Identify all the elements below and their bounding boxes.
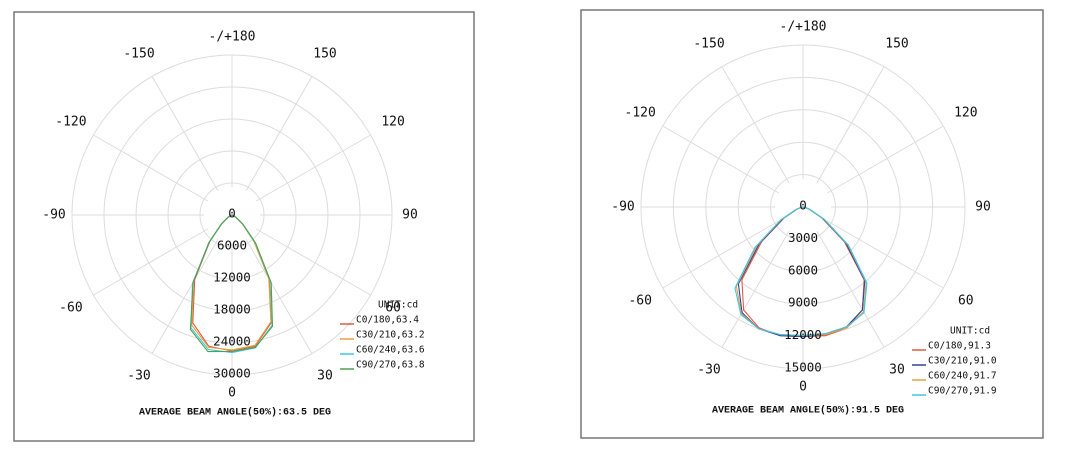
radial-tick-label: 3000 (788, 230, 818, 245)
angle-label: -60 (59, 301, 82, 316)
legend-label: C90/270,91.9 (928, 386, 997, 397)
legend-label: C60/240,91.7 (928, 371, 997, 382)
angle-label: -90 (42, 208, 65, 223)
angle-label: 60 (385, 301, 401, 316)
angle-label: -150 (693, 37, 724, 52)
grid-spoke (151, 76, 219, 192)
grid-spoke (816, 230, 885, 348)
angle-label: -/+180 (780, 20, 827, 35)
radial-tick-label: 24000 (213, 334, 251, 349)
angle-label: -90 (611, 200, 634, 215)
angle-label: -120 (55, 115, 86, 130)
grid-spoke (151, 238, 219, 354)
angle-label: -/+180 (209, 30, 256, 45)
legend-label: C60/240,63.6 (356, 345, 425, 356)
angle-label: -150 (123, 46, 154, 61)
beam-angle-note: AVERAGE BEAM ANGLE(50%):63.5 DEG (139, 407, 331, 419)
angle-label: 150 (313, 46, 336, 61)
angle-label: -30 (127, 369, 150, 384)
angle-label: 90 (402, 208, 418, 223)
grid-spoke (93, 134, 209, 202)
grid-spoke (826, 220, 944, 289)
radial-tick-label: 6000 (788, 262, 818, 277)
radial-tick-label: 12000 (213, 270, 251, 285)
radial-tick-label: 0 (228, 206, 236, 221)
angle-label: 30 (317, 369, 333, 384)
grid-spoke (816, 66, 885, 184)
grid-spoke (721, 230, 790, 348)
radial-tick-label: 6000 (217, 238, 247, 253)
legend-unit: UNIT:cd (378, 300, 418, 311)
legend-label: C0/180,63.4 (356, 315, 419, 326)
legend-label: C0/180,91.3 (928, 341, 991, 352)
grid-spoke (721, 66, 790, 184)
grid-spoke (245, 76, 313, 192)
grid-spoke (662, 125, 780, 194)
grid-spoke (255, 228, 371, 296)
grid-spoke (93, 228, 209, 296)
grid-spoke (662, 220, 780, 289)
angle-label: 120 (954, 106, 977, 121)
angle-label: 0 (228, 386, 236, 401)
angle-label: -120 (625, 106, 656, 121)
radial-tick-label: 9000 (788, 295, 818, 310)
legend-unit: UNIT:cd (950, 326, 990, 337)
radial-tick-label: 30000 (213, 366, 251, 381)
angle-label: 0 (799, 380, 807, 395)
radial-tick-label: 18000 (213, 302, 251, 317)
beam-angle-note: AVERAGE BEAM ANGLE(50%):91.5 DEG (712, 405, 904, 417)
radial-tick-label: 15000 (784, 360, 822, 375)
legend-label: C30/210,63.2 (356, 330, 425, 341)
radial-tick-label: 12000 (784, 327, 822, 342)
grid-spoke (255, 134, 371, 202)
angle-label: -30 (697, 362, 720, 377)
angle-label: 30 (889, 362, 905, 377)
grid-spoke (826, 125, 944, 194)
angle-label: 120 (381, 115, 404, 130)
legend-label: C90/270,63.8 (356, 360, 425, 371)
intensity-curve (734, 206, 868, 337)
angle-label: -60 (628, 294, 651, 309)
angle-label: 90 (975, 200, 991, 215)
panel-frame (580, 9, 1044, 439)
radial-tick-label: 0 (799, 198, 807, 213)
legend-label: C30/210,91.0 (928, 356, 997, 367)
angle-label: 60 (958, 294, 974, 309)
intensity-curve (189, 214, 274, 353)
grid-spoke (245, 238, 313, 354)
angle-label: 150 (885, 37, 908, 52)
